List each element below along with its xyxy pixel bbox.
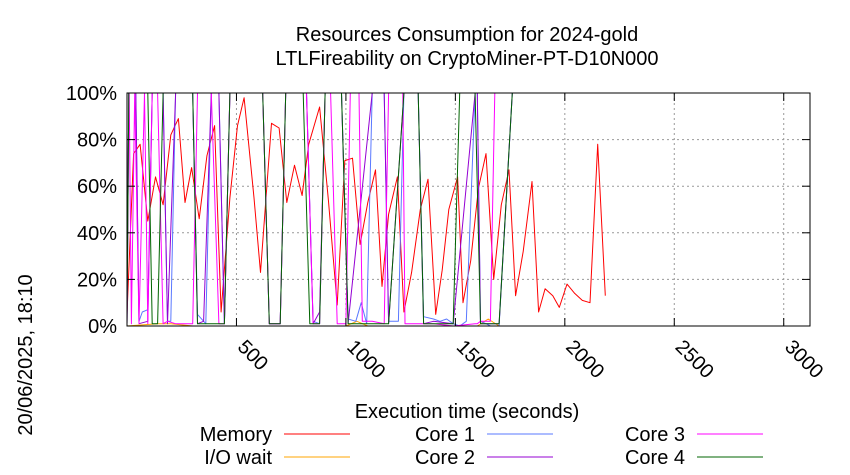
- chart-title: Resources Consumption for 2024-gold: [296, 24, 638, 46]
- legend-label-core-2: Core 2: [415, 447, 475, 469]
- series-layer: [126, 92, 606, 327]
- x-tick-label: 2000: [561, 336, 608, 383]
- legend-label-core-4: Core 4: [625, 447, 685, 469]
- legend-label-i-o-wait: I/O wait: [204, 447, 272, 469]
- x-tick-label: 1000: [342, 336, 389, 383]
- legend-label-core-3: Core 3: [625, 424, 685, 446]
- x-tick-label: 1500: [452, 336, 499, 383]
- timestamp-label: 20/06/2025, 18:10: [15, 274, 37, 435]
- y-tick-label: 40%: [77, 223, 117, 245]
- x-tick-label: 3000: [780, 336, 827, 383]
- x-axis-label: Execution time (seconds): [355, 401, 580, 423]
- y-tick-label: 20%: [77, 269, 117, 291]
- y-tick-label: 60%: [77, 176, 117, 198]
- chart-subtitle: LTLFireability on CryptoMiner-PT-D10N000: [275, 48, 658, 70]
- y-tick-label: 100%: [66, 83, 117, 105]
- legend-label-memory: Memory: [200, 424, 272, 446]
- x-tick-label: 2500: [671, 336, 718, 383]
- y-tick-label: 0%: [88, 316, 117, 338]
- y-tick-label: 80%: [77, 130, 117, 152]
- legend-label-core-1: Core 1: [415, 424, 475, 446]
- grid-layer: [127, 93, 810, 326]
- x-tick-label: 500: [233, 336, 272, 375]
- plot-frame: [126, 92, 811, 327]
- series-line-memory: [126, 97, 606, 315]
